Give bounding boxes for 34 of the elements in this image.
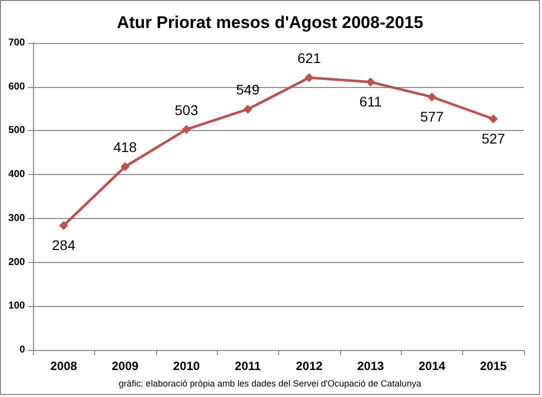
x-tick-label: 2011 (234, 359, 262, 373)
point (427, 92, 436, 102)
point (59, 220, 68, 230)
x-tick-label: 2015 (480, 359, 507, 373)
y-tick-label: 700 (8, 38, 26, 48)
y-tick-label: 100 (8, 300, 26, 312)
data-label: 527 (482, 130, 506, 146)
data-label: 418 (113, 139, 137, 156)
x-tick-label: 2012 (296, 359, 323, 373)
point (182, 124, 191, 134)
x-tick-label: 2008 (50, 359, 78, 373)
x-tick-label: 2009 (112, 359, 139, 373)
y-tick-label: 400 (8, 169, 26, 180)
point (488, 114, 498, 124)
data-label: 549 (236, 82, 260, 98)
y-tick-label: 500 (8, 125, 26, 136)
y-tick-label: 0 (19, 344, 26, 356)
point (120, 162, 130, 172)
y-tick-label: 300 (8, 212, 26, 224)
y-tick-label: 200 (8, 256, 26, 268)
x-tick-label: 2014 (418, 359, 446, 373)
data-label: 611 (359, 94, 382, 110)
x-tick-label: 2010 (173, 359, 200, 373)
point (243, 104, 252, 114)
x-tick-label: 2013 (357, 359, 384, 373)
point (304, 73, 314, 82)
chart-title: Atur Priorat mesos d'Agost 2008-2015 (116, 13, 424, 32)
y-tick-label: 600 (8, 81, 26, 92)
data-label: 284 (52, 236, 76, 253)
text: gràfic: elaboració pròpia amb les dades del Servei d'Ocupació de Catalunya (118, 378, 422, 388)
data-label: 621 (298, 50, 322, 66)
data-label: 503 (174, 102, 198, 118)
data-label: 577 (420, 108, 444, 124)
point (366, 78, 376, 87)
